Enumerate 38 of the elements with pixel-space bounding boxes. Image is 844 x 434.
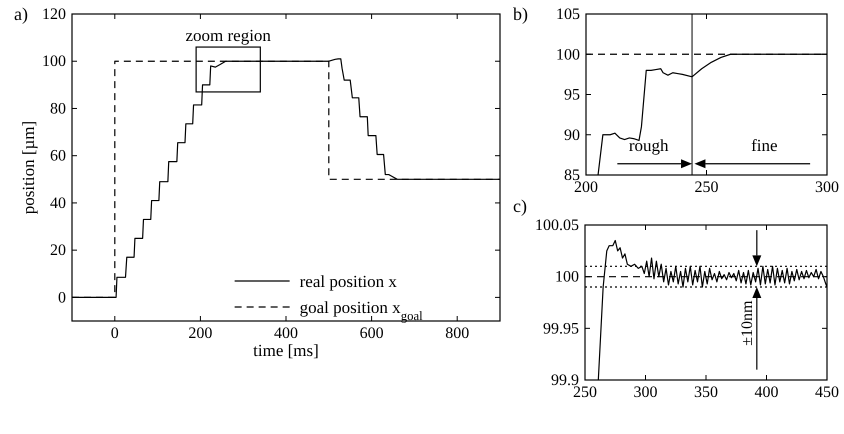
y-tick-label: 99.95 <box>543 320 579 338</box>
annotation: ±10nm <box>738 300 756 346</box>
x-tick-label: 200 <box>188 325 212 342</box>
annotation: fine <box>751 136 778 155</box>
chart-title: c) <box>513 196 527 216</box>
x-tick-label: 300 <box>815 179 839 196</box>
y-axis-title: position [µm] <box>19 120 38 214</box>
y-tick-label: 20 <box>50 242 66 260</box>
y-tick-label: 100 <box>555 268 579 286</box>
annotation: rough <box>628 136 669 155</box>
y-tick-label: 100.05 <box>535 217 579 234</box>
x-tick-label: 600 <box>360 325 384 342</box>
y-tick-label: 40 <box>50 194 66 212</box>
x-tick-label: 0 <box>110 325 119 342</box>
x-tick-label: 450 <box>815 384 839 401</box>
y-tick-label: 105 <box>556 6 580 23</box>
x-axis-title: time [ms] <box>253 341 319 360</box>
y-tick-label: 95 <box>564 86 580 104</box>
legend-label: goal position x$_{goal}$ <box>300 298 424 323</box>
chart-title: b) <box>513 4 528 24</box>
y-tick-label: 90 <box>564 126 580 144</box>
y-tick-label: 80 <box>50 100 66 118</box>
x-tick-label: 400 <box>754 384 778 401</box>
x-tick-label: 200 <box>574 179 598 196</box>
y-tick-label: 0 <box>58 289 66 306</box>
x-tick-label: 250 <box>573 384 597 401</box>
annotation: zoom region <box>185 26 272 46</box>
x-tick-label: 250 <box>694 179 718 196</box>
y-tick-label: 100 <box>42 53 66 70</box>
x-tick-label: 300 <box>634 384 658 401</box>
chart-title: a) <box>14 4 28 24</box>
y-tick-label: 100 <box>556 46 580 64</box>
y-tick-label: 120 <box>42 6 66 23</box>
legend-label: real position x <box>300 272 398 291</box>
x-tick-label: 400 <box>274 325 298 342</box>
y-tick-label: 60 <box>50 148 66 165</box>
x-tick-label: 800 <box>445 325 470 342</box>
x-tick-label: 350 <box>694 384 718 401</box>
